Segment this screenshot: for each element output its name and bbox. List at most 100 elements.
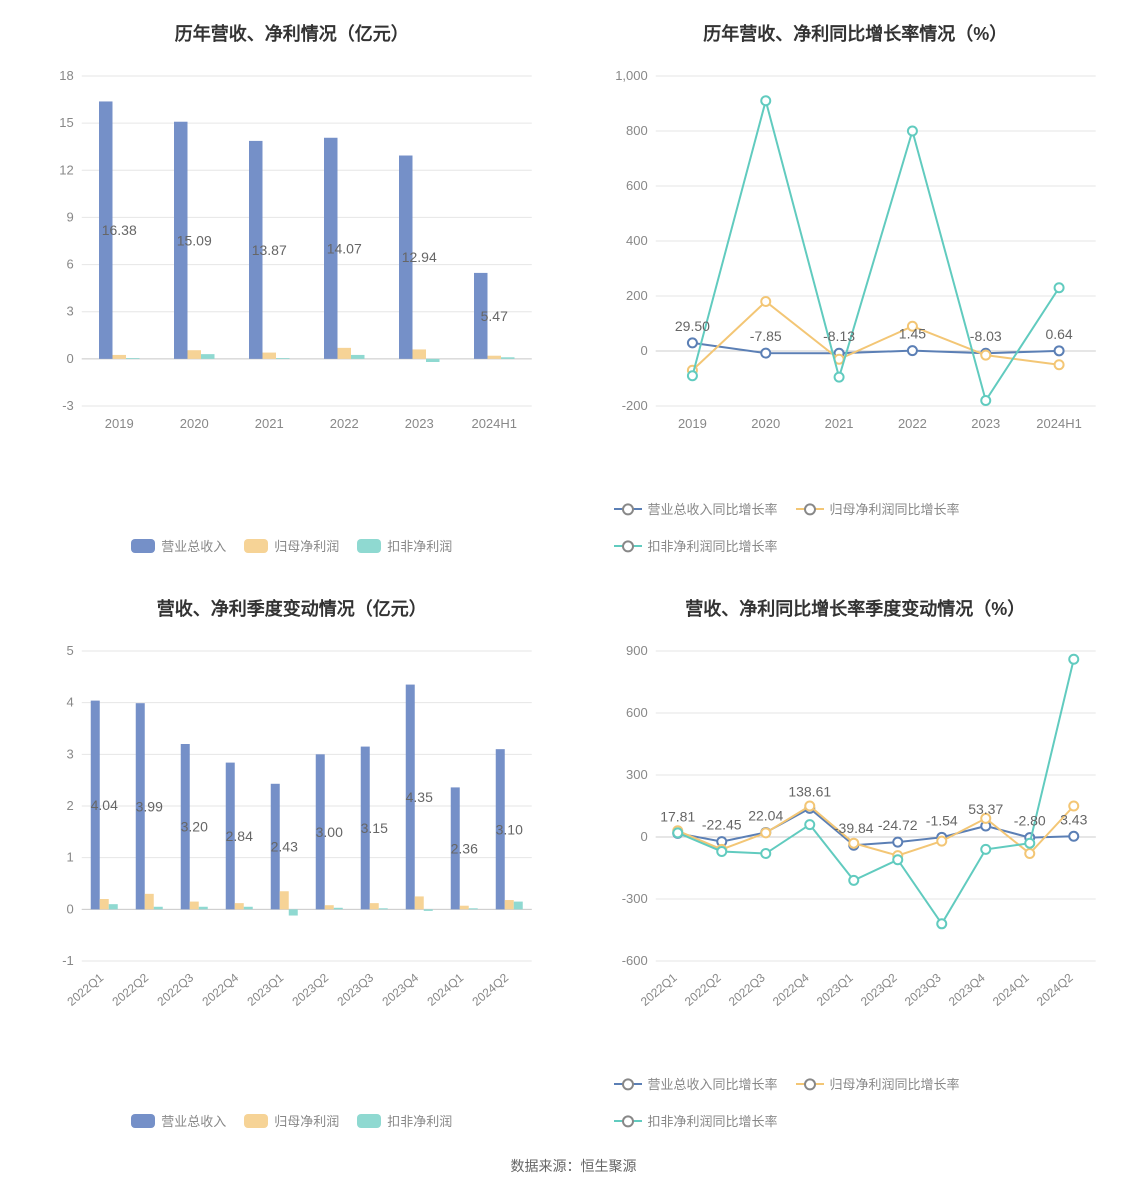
svg-text:600: 600 [626, 178, 648, 193]
svg-text:0: 0 [67, 901, 74, 916]
legend-label: 归母净利润同比增长率 [830, 499, 960, 518]
legend-label: 营业总收入 [161, 1111, 226, 1130]
chart-title: 营收、净利同比增长率季度变动情况（%） [685, 595, 1025, 621]
legend-label: 营业总收入同比增长率 [648, 499, 778, 518]
legend-label: 营业总收入 [161, 536, 226, 555]
legend-4: 营业总收入同比增长率 归母净利润同比增长率扣非净利润同比增长率 [584, 1064, 1128, 1140]
legend-swatch [131, 539, 155, 553]
svg-text:18: 18 [59, 68, 73, 83]
svg-text:2023Q4: 2023Q4 [379, 970, 421, 1008]
svg-text:15: 15 [59, 115, 73, 130]
svg-text:-39.84: -39.84 [833, 820, 873, 836]
svg-text:2023Q4: 2023Q4 [945, 970, 987, 1008]
svg-text:15.09: 15.09 [177, 232, 212, 248]
svg-text:2023: 2023 [405, 416, 434, 431]
panel-revenue-annual: 历年营收、净利情况（亿元） -30369121518201916.3820201… [20, 10, 564, 565]
legend-item: 扣非净利润 [357, 1111, 452, 1130]
svg-text:-600: -600 [621, 953, 647, 968]
legend-label: 归母净利润 [274, 1111, 339, 1130]
svg-text:3.99: 3.99 [136, 798, 163, 814]
svg-text:2021: 2021 [255, 416, 284, 431]
svg-text:-8.13: -8.13 [823, 328, 855, 344]
svg-text:2.43: 2.43 [271, 839, 298, 855]
svg-text:3.10: 3.10 [496, 821, 523, 837]
svg-text:2024Q1: 2024Q1 [989, 970, 1031, 1008]
svg-text:2023Q1: 2023Q1 [244, 970, 286, 1008]
chart-grid: 历年营收、净利情况（亿元） -30369121518201916.3820201… [0, 0, 1147, 1150]
svg-text:2022Q2: 2022Q2 [109, 970, 151, 1008]
svg-text:2020: 2020 [180, 416, 209, 431]
legend-swatch [244, 1114, 268, 1128]
panel-growth-quarterly: 营收、净利同比增长率季度变动情况（%） -600-300030060090020… [584, 585, 1128, 1140]
svg-text:-7.85: -7.85 [749, 328, 781, 344]
legend-label: 扣非净利润 [387, 1111, 452, 1130]
chart-title: 历年营收、净利同比增长率情况（%） [703, 20, 1007, 46]
legend-label: 归母净利润 [274, 536, 339, 555]
svg-text:3.43: 3.43 [1060, 811, 1087, 827]
svg-text:22.04: 22.04 [748, 807, 783, 823]
svg-text:2023: 2023 [971, 416, 1000, 431]
legend-item: 扣非净利润 [357, 536, 452, 555]
svg-text:2019: 2019 [105, 416, 134, 431]
svg-text:2023Q2: 2023Q2 [857, 970, 899, 1008]
svg-text:12: 12 [59, 162, 73, 177]
legend-3: 营业总收入 归母净利润 扣非净利润 [101, 1101, 482, 1140]
svg-text:3.00: 3.00 [316, 824, 343, 840]
legend-label: 扣非净利润同比增长率 [648, 536, 778, 555]
svg-text:2022Q3: 2022Q3 [154, 970, 196, 1008]
svg-text:2024H1: 2024H1 [471, 416, 517, 431]
svg-text:-22.45: -22.45 [701, 817, 741, 833]
legend-item: 营业总收入 [131, 536, 226, 555]
chart-canvas-3: -10123452022Q14.042022Q23.992022Q33.2020… [20, 641, 564, 1101]
legend-item: 营业总收入 [131, 1111, 226, 1130]
legend-label: 归母净利润同比增长率 [830, 1074, 960, 1093]
svg-text:-200: -200 [621, 398, 647, 413]
svg-text:6: 6 [67, 257, 74, 272]
svg-text:5.47: 5.47 [481, 308, 508, 324]
chart-canvas-4: -600-30003006009002022Q117.812022Q2-22.4… [584, 641, 1128, 1064]
legend-line-icon [614, 1120, 642, 1122]
svg-text:4.35: 4.35 [406, 789, 433, 805]
legend-swatch [131, 1114, 155, 1128]
svg-text:2021: 2021 [824, 416, 853, 431]
svg-text:2.36: 2.36 [451, 840, 478, 856]
svg-text:-1.54: -1.54 [925, 812, 957, 828]
svg-text:2020: 2020 [751, 416, 780, 431]
svg-text:800: 800 [626, 123, 648, 138]
legend-item: 扣非净利润同比增长率 [614, 1111, 778, 1130]
svg-text:14.07: 14.07 [327, 240, 362, 256]
legend-item: 营业总收入同比增长率 [614, 1074, 778, 1093]
svg-text:-3: -3 [62, 398, 74, 413]
legend-item: 归母净利润同比增长率 [796, 499, 960, 518]
legend-item: 归母净利润 [244, 1111, 339, 1130]
svg-text:53.37: 53.37 [968, 801, 1003, 817]
svg-text:16.38: 16.38 [102, 222, 137, 238]
svg-text:3.15: 3.15 [361, 820, 388, 836]
data-source-footer: 数据来源：恒生聚源 [0, 1150, 1147, 1182]
svg-text:900: 900 [626, 643, 648, 658]
svg-text:2.84: 2.84 [226, 828, 253, 844]
svg-text:2022Q3: 2022Q3 [725, 970, 767, 1008]
legend-label: 扣非净利润同比增长率 [648, 1111, 778, 1130]
svg-text:2023Q1: 2023Q1 [813, 970, 855, 1008]
svg-text:-1: -1 [62, 953, 74, 968]
svg-text:-2.80: -2.80 [1013, 813, 1045, 829]
svg-text:2024Q2: 2024Q2 [469, 970, 511, 1008]
legend-label: 营业总收入同比增长率 [648, 1074, 778, 1093]
svg-text:1.45: 1.45 [898, 326, 925, 342]
svg-text:2022: 2022 [330, 416, 359, 431]
svg-text:2023Q2: 2023Q2 [289, 970, 331, 1008]
svg-text:2022: 2022 [897, 416, 926, 431]
legend-line-icon [614, 1083, 642, 1085]
svg-text:2022Q4: 2022Q4 [769, 970, 811, 1008]
svg-text:0: 0 [67, 351, 74, 366]
svg-text:2: 2 [67, 798, 74, 813]
svg-text:0.64: 0.64 [1045, 326, 1072, 342]
svg-text:29.50: 29.50 [674, 318, 709, 334]
svg-text:2022Q2: 2022Q2 [681, 970, 723, 1008]
svg-text:200: 200 [626, 288, 648, 303]
chart-canvas-1: -30369121518201916.38202015.09202113.872… [20, 66, 564, 526]
svg-text:0: 0 [640, 829, 647, 844]
svg-text:2023Q3: 2023Q3 [334, 970, 376, 1008]
svg-text:2024Q2: 2024Q2 [1033, 970, 1075, 1008]
